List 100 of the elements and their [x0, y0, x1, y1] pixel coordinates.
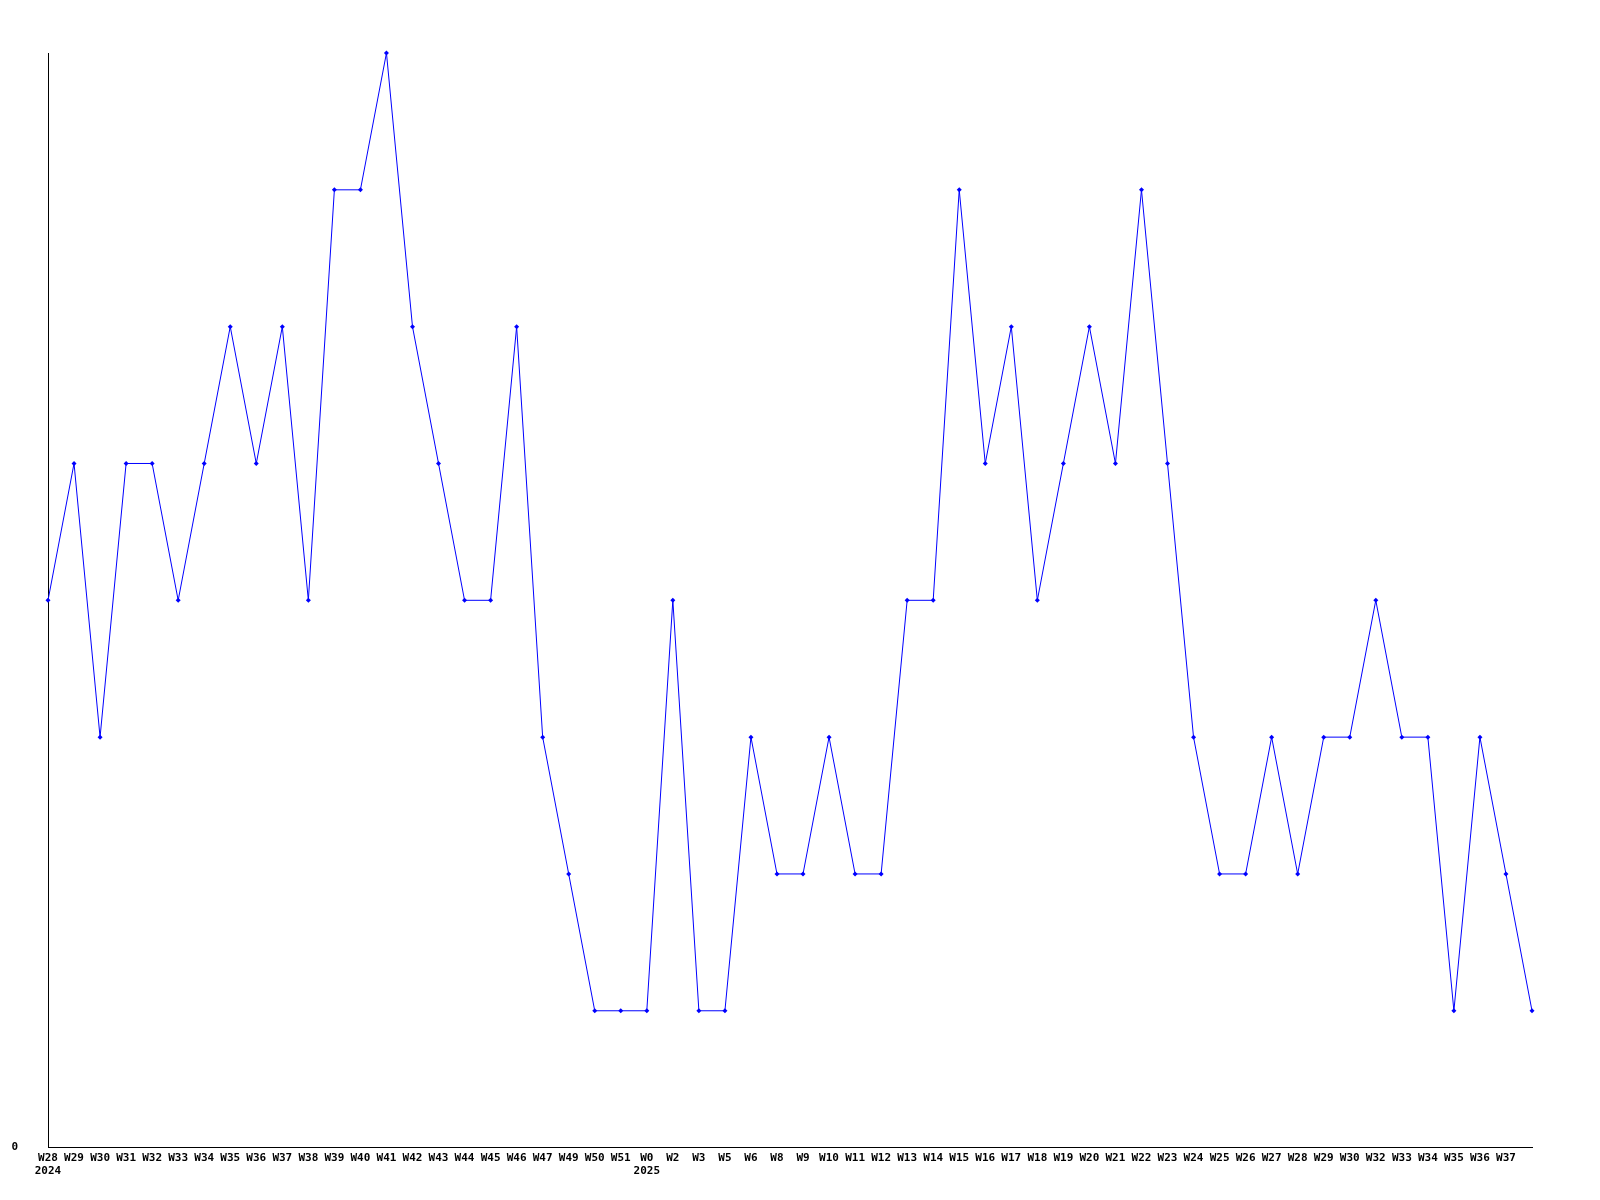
point — [462, 597, 468, 603]
point — [644, 1008, 650, 1014]
x-tick-label: W26 — [1235, 1151, 1256, 1165]
x-tick-label: W33 — [168, 1151, 189, 1165]
point — [1217, 871, 1223, 877]
x-tick-label: W34 — [194, 1151, 215, 1165]
x-tick-label: W15 — [949, 1151, 970, 1165]
x-tick-label: W33 — [1391, 1151, 1412, 1165]
x-tick-label: W42 — [402, 1151, 423, 1165]
point — [696, 1008, 702, 1014]
point — [540, 734, 546, 740]
point — [592, 1008, 598, 1014]
point — [1112, 460, 1118, 466]
x-tick-label: W32 — [142, 1151, 163, 1165]
point — [1529, 1008, 1535, 1014]
x-tick-label: W36 — [1469, 1151, 1491, 1165]
point — [956, 187, 962, 193]
x-tick-label: W24 — [1183, 1151, 1204, 1165]
point — [852, 871, 858, 877]
point — [982, 460, 988, 466]
x-tick-label: W47 — [532, 1151, 553, 1165]
x-tick-label: W3 — [692, 1151, 706, 1165]
x-tick-label: W18 — [1027, 1151, 1048, 1165]
x-tick-label: W49 — [558, 1151, 579, 1165]
point — [1451, 1008, 1457, 1014]
x-tick-label: W38 — [298, 1151, 319, 1165]
point — [1191, 734, 1197, 740]
point — [1295, 871, 1301, 877]
point — [930, 597, 936, 603]
x-tick-label: W39 — [324, 1151, 345, 1165]
point — [748, 734, 754, 740]
x-tick-label: W10 — [819, 1151, 839, 1165]
point — [1425, 734, 1431, 740]
point — [826, 734, 832, 740]
x-tick-label: W12 — [871, 1151, 892, 1165]
point — [383, 50, 389, 56]
point — [305, 597, 311, 603]
point — [618, 1008, 624, 1014]
x-tick-label: W32 — [1365, 1151, 1386, 1165]
point — [1165, 460, 1171, 466]
x-tick-label: W14 — [923, 1151, 944, 1165]
x-tick-label: W34 — [1417, 1151, 1439, 1165]
point — [436, 460, 442, 466]
x-tick-label: W35 — [1443, 1151, 1464, 1165]
x-tick-label: W20 — [1079, 1151, 1100, 1165]
point — [774, 871, 780, 877]
point — [670, 597, 676, 603]
point — [1477, 734, 1483, 740]
x-tick-label: W0 2025 — [633, 1151, 661, 1178]
x-tick-label: W35 — [220, 1151, 241, 1165]
point — [1347, 734, 1353, 740]
point — [1321, 734, 1327, 740]
point — [1086, 324, 1092, 330]
x-tick-label: W27 — [1261, 1151, 1282, 1165]
x-tick-label: W13 — [897, 1151, 918, 1165]
point — [149, 460, 155, 466]
x-tick-label: W45 — [480, 1151, 501, 1165]
point — [45, 597, 51, 603]
x-tick-label: W19 — [1053, 1151, 1074, 1165]
x-tick-label: W21 — [1105, 1151, 1126, 1165]
point — [97, 734, 103, 740]
point — [123, 460, 129, 466]
point — [514, 324, 520, 330]
point — [488, 597, 494, 603]
point — [227, 324, 233, 330]
point — [279, 324, 285, 330]
x-tick-label: W22 — [1131, 1151, 1152, 1165]
x-tick-label: W29 — [1313, 1151, 1334, 1165]
point — [1138, 187, 1144, 193]
x-tick-label: W16 — [975, 1151, 996, 1165]
x-tick-label: W37 — [272, 1151, 293, 1165]
x-tick-label: W28 2024 — [34, 1151, 62, 1178]
point — [175, 597, 181, 603]
point — [722, 1008, 728, 1014]
point — [253, 460, 259, 466]
x-tick-label: W36 — [246, 1151, 267, 1165]
x-tick-label: W50 — [584, 1151, 605, 1165]
point — [1034, 597, 1040, 603]
x-tick-label: W9 — [796, 1151, 810, 1165]
x-tick-label: W6 — [744, 1151, 758, 1165]
x-tick-label: W5 — [718, 1151, 732, 1165]
x-tick-label: W30 — [90, 1151, 111, 1165]
x-tick-label: W41 — [376, 1151, 397, 1165]
x-tick-label: W43 — [428, 1151, 449, 1165]
point — [1243, 871, 1249, 877]
point — [357, 187, 363, 193]
x-tick-label: W51 — [610, 1151, 632, 1165]
x-tick-label: W2 — [666, 1151, 680, 1165]
point — [201, 460, 207, 466]
text: 0 — [11, 1140, 18, 1154]
point — [1269, 734, 1275, 740]
point — [1060, 460, 1066, 466]
x-tick-label: W37 — [1496, 1151, 1516, 1165]
x-tick-label: W8 — [770, 1151, 784, 1165]
x-tick-label: W29 — [64, 1151, 84, 1165]
point — [1503, 871, 1509, 877]
x-tick-label: W44 — [454, 1151, 475, 1165]
x-tick-label: W40 — [350, 1151, 371, 1165]
point — [331, 187, 337, 193]
x-tick-label: W17 — [1001, 1151, 1022, 1165]
